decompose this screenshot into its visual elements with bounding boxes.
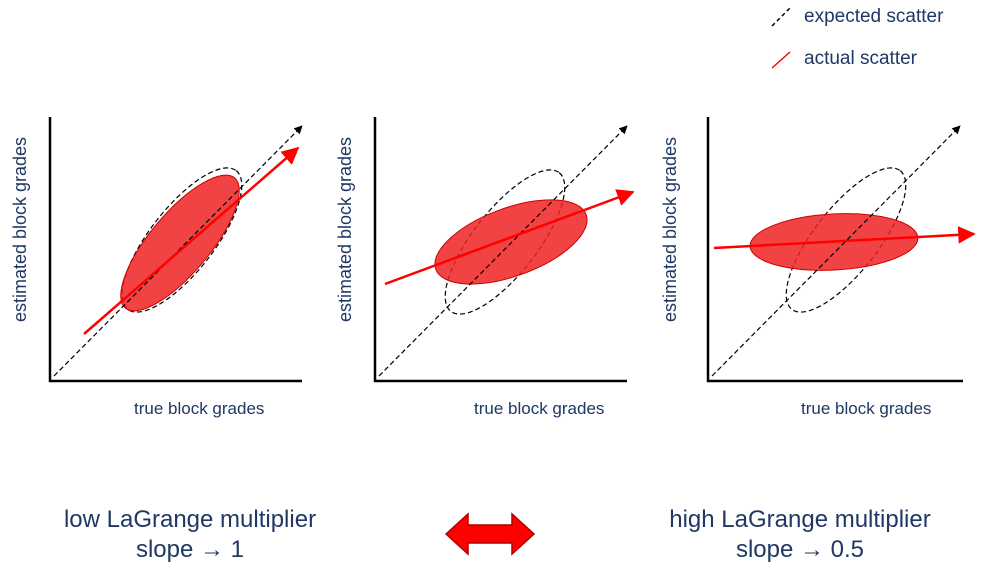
actual-line [384, 189, 635, 286]
y-axis-label: estimated block grades [10, 136, 31, 323]
expected-line [378, 125, 628, 377]
scatter-plot [48, 117, 303, 383]
double-arrow-icon [444, 512, 536, 556]
caption-low-slope: slope → 1 [135, 536, 245, 563]
caption-low-title: low LaGrange multiplier [63, 506, 317, 533]
solid-line-icon [771, 51, 791, 69]
expected-line [711, 125, 961, 377]
panel-mid-multiplier: estimated block grades true block grades [333, 112, 635, 422]
scatter-plot [373, 117, 635, 383]
caption-low-multiplier: low LaGrange multiplier slope → 1 [30, 505, 350, 565]
legend-actual: actual scatter [770, 48, 917, 70]
legend-expected-label: expected scatter [804, 6, 944, 27]
dashed-line-icon [771, 7, 791, 27]
caption-high-title: high LaGrange multiplier [669, 506, 931, 533]
actual-line [713, 226, 976, 250]
panel-low-multiplier: estimated block grades true block grades [8, 112, 308, 422]
actual-ellipse [434, 199, 588, 285]
actual-line [83, 146, 300, 335]
panel-high-multiplier: estimated block grades true block grades [658, 112, 976, 422]
x-axis-label: true block grades [801, 399, 932, 418]
legend-expected: expected scatter [770, 6, 943, 28]
scatter-plot [706, 117, 976, 383]
actual-ellipse [120, 174, 240, 312]
y-axis-label: estimated block grades [335, 136, 356, 323]
caption-high-slope: slope → 0.5 [735, 536, 865, 563]
x-axis-label: true block grades [474, 399, 605, 418]
expected-ellipse [121, 167, 243, 313]
caption-high-multiplier: high LaGrange multiplier slope → 0.5 [630, 505, 970, 565]
legend-actual-label: actual scatter [804, 48, 917, 69]
y-axis-label: estimated block grades [660, 136, 681, 323]
x-axis-label: true block grades [134, 399, 265, 418]
